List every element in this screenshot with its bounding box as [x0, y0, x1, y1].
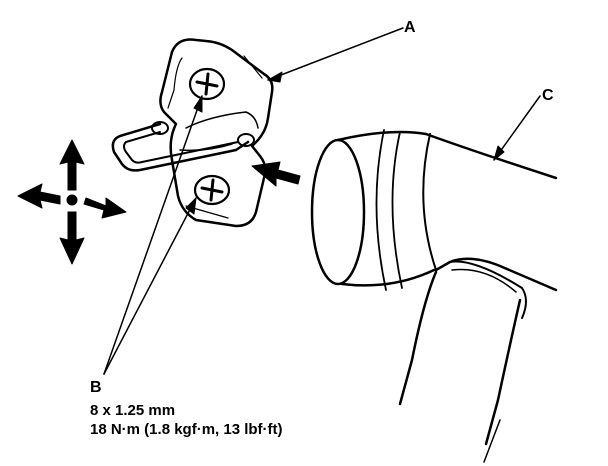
screw-icon	[193, 174, 231, 206]
torque-spec: 18 N·m (1.8 kgf·m, 13 lbf·ft)	[90, 421, 283, 438]
move-arrows-icon	[17, 139, 127, 265]
leader-a	[267, 27, 404, 81]
leader-b2	[103, 197, 197, 375]
label-a: A	[404, 19, 416, 36]
leader-b1	[103, 95, 203, 375]
striker-loop	[111, 122, 250, 172]
leader-lines	[103, 27, 541, 375]
striker-plate	[151, 38, 274, 228]
push-arrow-icon	[251, 161, 301, 187]
bolt-size: 8 x 1.25 mm	[90, 402, 176, 419]
alignment-tool	[310, 129, 558, 463]
label-c: C	[542, 87, 554, 104]
screw-icon	[188, 67, 226, 101]
label-b: B	[90, 379, 102, 396]
bolt-spec: 8 x 1.25 mm 18 N·m (1.8 kgf·m, 13 lbf·ft…	[90, 401, 283, 439]
